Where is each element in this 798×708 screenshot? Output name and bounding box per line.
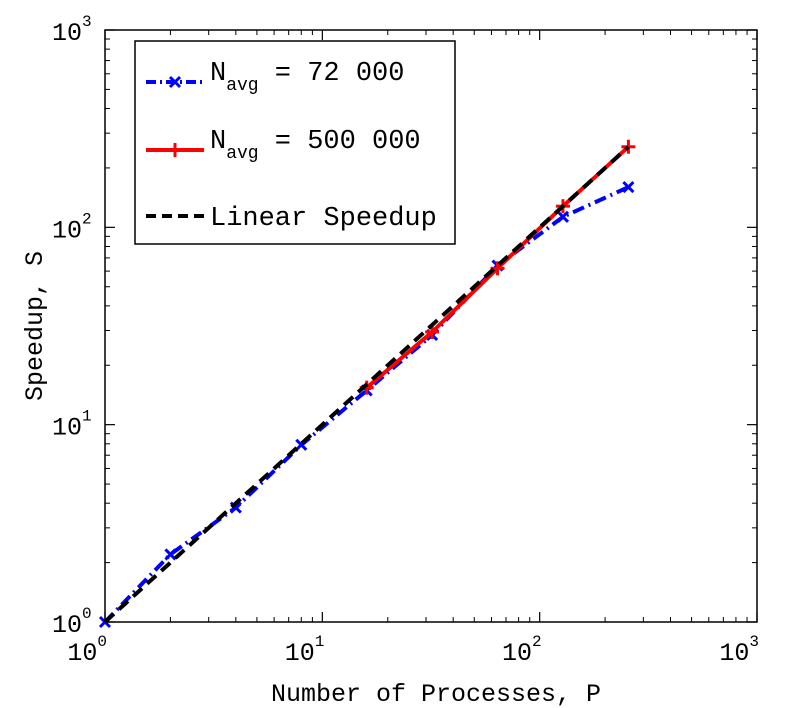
y-tick-label-exp: 1 xyxy=(82,408,92,426)
legend-label-500000-main: N xyxy=(210,127,226,157)
x-tick-label-base: 10 xyxy=(285,639,315,668)
legend-label-500000-rest: = 500 000 xyxy=(259,127,421,157)
series-line-0 xyxy=(103,185,630,624)
x-tick-label-exp: 1 xyxy=(315,633,325,651)
x-tick-label-exp: 2 xyxy=(532,633,542,651)
legend-label-72000: Navg = 72 000 xyxy=(210,59,404,96)
data-point-0 xyxy=(556,210,570,223)
x-tick-label-base: 10 xyxy=(67,639,97,668)
y-tick-label: 102 xyxy=(52,210,92,245)
data-point-1 xyxy=(621,139,636,154)
y-tick-label-exp: 0 xyxy=(82,605,92,623)
y-tick-label: 103 xyxy=(52,13,92,48)
x-tick-label: 103 xyxy=(719,633,759,668)
x-tick-label-base: 10 xyxy=(502,639,532,668)
series-line-2 xyxy=(103,145,630,624)
data-point-0 xyxy=(622,180,635,194)
x-tick-label-base: 10 xyxy=(719,639,749,668)
legend-box xyxy=(134,40,456,245)
y-tick-label-exp: 3 xyxy=(82,13,92,31)
y-tick-label-base: 10 xyxy=(52,414,82,443)
legend-label-72000-sub: avg xyxy=(226,76,258,96)
legend-label-500000-sub: avg xyxy=(226,144,258,164)
y-tick-label: 100 xyxy=(52,605,92,640)
marker-x-stroke xyxy=(556,210,570,223)
y-tick-label-exp: 2 xyxy=(82,210,92,228)
x-tick-label-exp: 0 xyxy=(97,633,107,651)
y-tick-label-base: 10 xyxy=(52,19,82,48)
x-tick-label: 100 xyxy=(67,633,107,668)
y-axis-label: Speedup, S xyxy=(21,251,50,401)
series-layer xyxy=(98,139,636,629)
legend-marker-plus xyxy=(168,143,182,157)
legend-label-72000-rest: = 72 000 xyxy=(259,59,405,89)
legend-label-linear: Linear Speedup xyxy=(210,204,437,234)
marker-x-stroke xyxy=(622,180,635,194)
x-tick-label: 101 xyxy=(285,633,325,668)
x-tick-label-exp: 3 xyxy=(749,633,759,651)
marker-x-stroke xyxy=(229,501,242,514)
x-tick-label: 102 xyxy=(502,633,542,668)
y-tick-label-base: 10 xyxy=(52,216,82,245)
y-tick-label-base: 10 xyxy=(52,611,82,640)
legend: Navg = 72 000 Navg = 500 000 Linear Spee… xyxy=(134,40,456,245)
y-tick-label: 101 xyxy=(52,408,92,443)
legend-label-500000: Navg = 500 000 xyxy=(210,127,421,164)
marker-x-stroke xyxy=(164,548,177,561)
x-axis-label: Number of Processes, P xyxy=(271,680,601,708)
legend-marker-x xyxy=(168,75,182,89)
data-point-0 xyxy=(164,548,177,561)
legend-label-72000-main: N xyxy=(210,59,226,89)
